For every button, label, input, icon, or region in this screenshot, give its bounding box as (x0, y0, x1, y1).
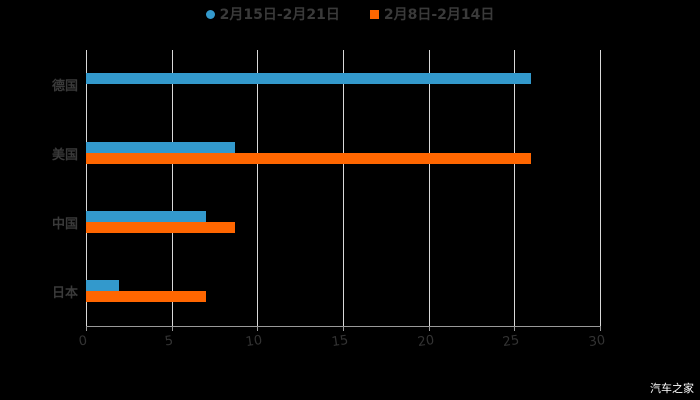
x-tick-label: 5 (163, 333, 174, 350)
y-category-label: 美国 (51, 148, 78, 163)
watermark: 汽车之家 (650, 382, 694, 395)
bar[interactable] (86, 222, 236, 233)
x-tick-label: 10 (245, 332, 264, 351)
gridline (514, 50, 516, 326)
gridline (428, 50, 430, 326)
axis-tick (514, 326, 516, 331)
chart-legend: 2月15日-2月21日 2月8日-2月14日 (0, 4, 700, 24)
bar[interactable] (86, 280, 119, 291)
y-category-label: 德国 (51, 79, 78, 94)
x-tick-label: 25 (502, 332, 521, 351)
y-category-label: 日本 (51, 286, 78, 301)
bar[interactable] (86, 211, 206, 222)
bar[interactable] (86, 73, 532, 84)
gridline (171, 50, 173, 326)
gridline (257, 50, 259, 326)
x-tick-label: 20 (416, 332, 435, 351)
axis-tick (257, 326, 259, 331)
x-tick-label: 30 (587, 332, 607, 351)
bar[interactable] (86, 142, 236, 153)
axis-tick (600, 326, 601, 331)
legend-item-series-1[interactable]: 2月15日-2月21日 (205, 4, 340, 24)
gridline (600, 50, 601, 326)
legend-item-series-2[interactable]: 2月8日-2月14日 (369, 4, 495, 24)
x-tick-label: 0 (77, 333, 89, 350)
y-category-label: 中国 (51, 217, 78, 232)
legend-swatch-circle-icon (205, 9, 215, 19)
bar[interactable] (86, 291, 206, 302)
legend-swatch-square-icon (369, 9, 379, 19)
x-axis-line (86, 326, 600, 327)
legend-label: 2月15日-2月21日 (219, 7, 340, 23)
bar[interactable] (86, 153, 532, 164)
gridline (343, 50, 344, 326)
axis-tick (428, 326, 430, 331)
x-tick-label: 15 (330, 332, 350, 351)
axis-tick (171, 326, 173, 331)
axis-tick (343, 326, 344, 331)
axis-tick (86, 326, 87, 331)
gridline (86, 50, 87, 326)
legend-label: 2月8日-2月14日 (383, 7, 495, 23)
